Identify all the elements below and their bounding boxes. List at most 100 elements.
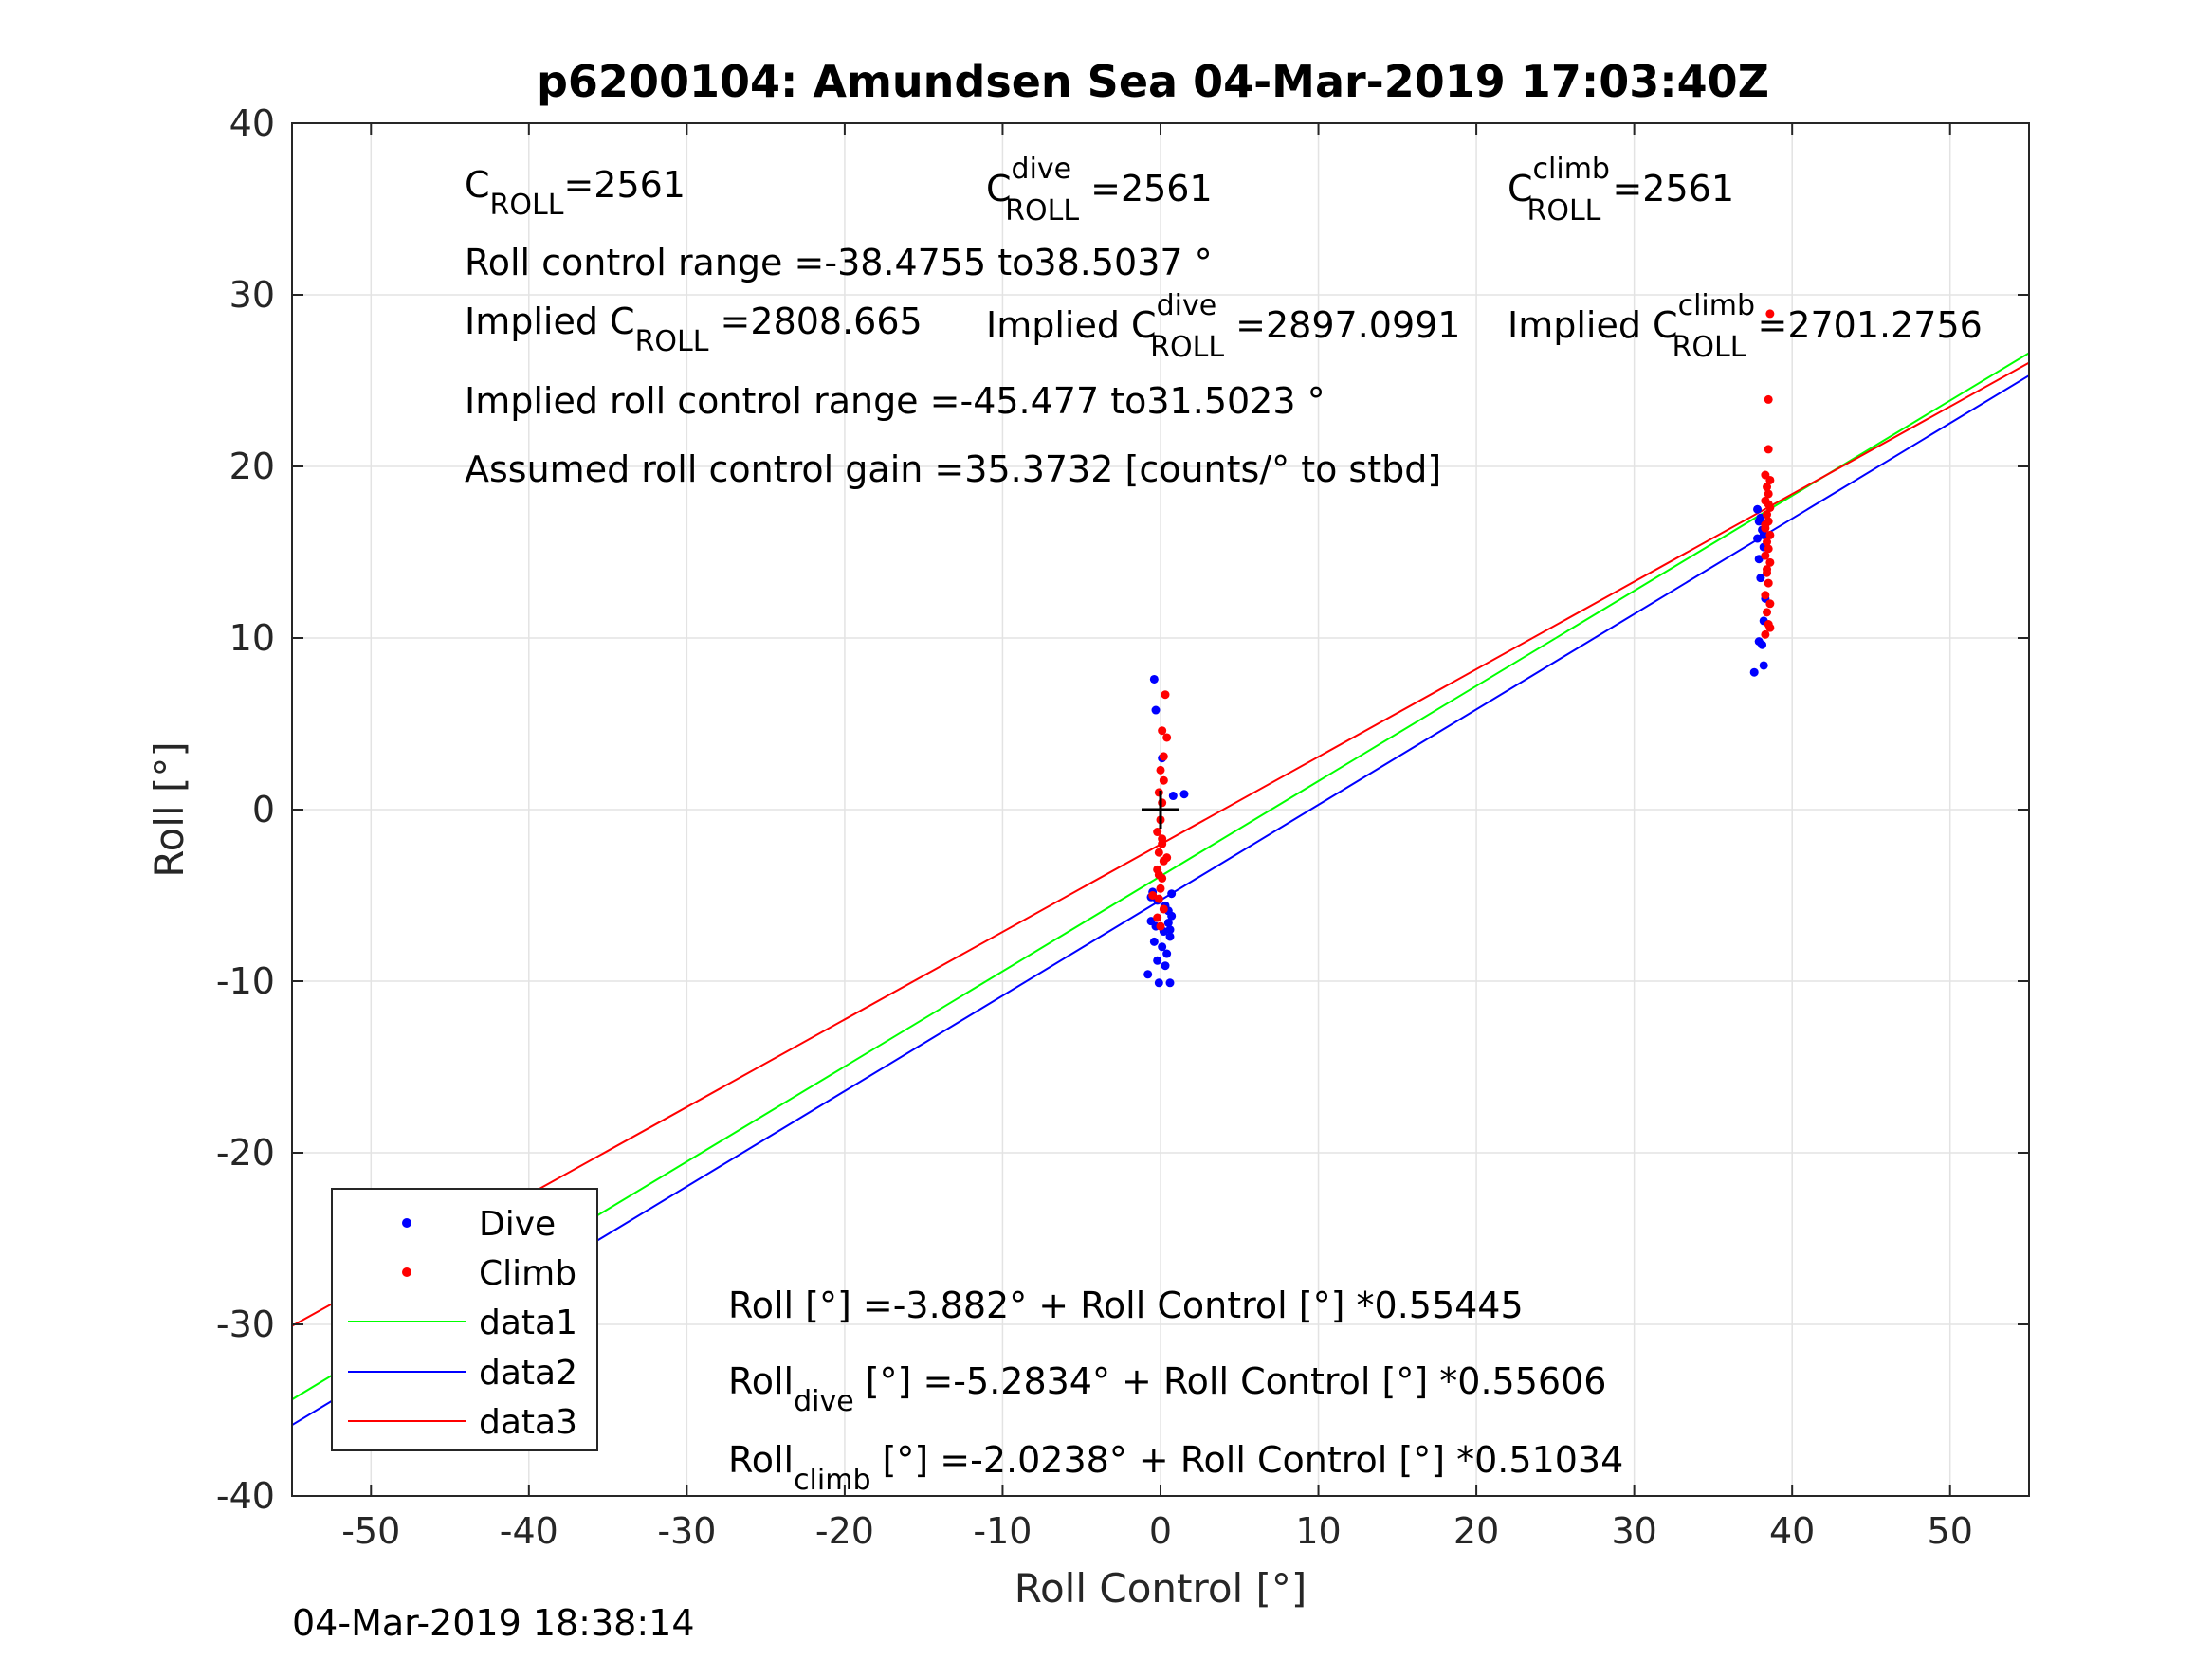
fit-dive-value: [°] =-5.2834° + Roll Control [°] *0.5560…	[854, 1360, 1607, 1402]
data-point	[1763, 568, 1772, 577]
data-point	[1163, 918, 1173, 927]
legend: Dive Climb data1 data2 data3	[331, 1188, 598, 1451]
x-axis-label: Roll Control [°]	[1015, 1565, 1307, 1612]
data-point	[1168, 792, 1178, 801]
implied-c-roll-dive: Implied Cdive ROLL =2897.0991	[986, 289, 1460, 364]
legend-label: data1	[479, 1304, 577, 1342]
c-roll-climb-value: =2561	[1600, 168, 1734, 210]
data-point	[1154, 848, 1163, 857]
data-point	[1159, 904, 1168, 914]
y-tick-label: 10	[229, 617, 275, 659]
fit-dive-sub: dive	[794, 1385, 854, 1418]
fit-climb-value: [°] =-2.0238° + Roll Control [°] *0.5103…	[871, 1439, 1624, 1481]
c-roll-climb-main: C	[1508, 168, 1533, 210]
data-point	[1143, 970, 1153, 979]
y-tick-label: 20	[229, 446, 275, 487]
data-point	[1162, 853, 1172, 863]
implied-c-roll-sub: ROLL	[635, 325, 709, 358]
implied-c-roll-dive-sup: dive	[1157, 289, 1217, 322]
data-point	[1765, 309, 1775, 319]
implied-c-roll-dive-sub: ROLL	[1150, 331, 1224, 364]
y-axis-label: Roll [°]	[146, 741, 192, 877]
data-point	[1153, 828, 1162, 837]
c-roll-climb: Cclimb ROLL =2561	[1508, 153, 1734, 228]
data-point	[1759, 661, 1768, 670]
data-point	[1753, 534, 1763, 543]
y-tick-label: 0	[252, 789, 275, 830]
c-roll-main: C	[465, 164, 490, 206]
data-point	[1759, 530, 1768, 539]
y-tick-label: 30	[229, 274, 275, 316]
data-point	[1763, 483, 1772, 492]
c-roll-dive-sup: dive	[1012, 153, 1072, 186]
data-point	[1761, 551, 1770, 560]
c-roll-climb-sub: ROLL	[1526, 194, 1600, 228]
c-roll-dive-sub: ROLL	[1005, 194, 1079, 228]
data-point	[1167, 889, 1177, 899]
roll-control-range: Roll control range =-38.4755 to38.5037 °	[465, 242, 1213, 283]
data-point	[1156, 884, 1165, 893]
data-point	[1158, 726, 1167, 736]
fit-dive-main: Roll	[728, 1360, 794, 1402]
data-point	[1158, 834, 1167, 844]
data-point	[1758, 640, 1767, 649]
data-point	[1765, 475, 1775, 484]
fit-climb-sub: climb	[794, 1464, 870, 1497]
implied-c-roll-climb-value: =2701.2756	[1746, 304, 1982, 346]
y-tick-label: 40	[229, 102, 275, 144]
implied-roll-control-range: Implied roll control range =-45.477 to31…	[465, 380, 1325, 422]
data-point	[1161, 690, 1170, 700]
c-roll: CROLL=2561	[465, 164, 686, 222]
legend-label: data3	[479, 1403, 577, 1442]
x-tick-label: -30	[657, 1510, 716, 1552]
data-point	[1756, 513, 1765, 522]
data-point	[1162, 949, 1172, 958]
data-point	[1162, 733, 1172, 742]
data-point	[1154, 870, 1163, 880]
x-tick-label: 40	[1769, 1510, 1815, 1552]
data-point	[1764, 544, 1773, 554]
data-point	[1179, 790, 1189, 799]
x-tick-label: 50	[1928, 1510, 1973, 1552]
implied-c-roll-climb: Implied Cclimb ROLL =2701.2756	[1508, 289, 1983, 364]
x-tick-label: 10	[1295, 1510, 1341, 1552]
legend-box	[331, 1188, 598, 1451]
x-tick-label: 0	[1149, 1510, 1172, 1552]
data-point	[1154, 978, 1163, 988]
data-point	[1764, 578, 1773, 588]
roll-control-gain: Assumed roll control gain =35.3732 [coun…	[465, 448, 1441, 490]
implied-c-roll-value: =2808.665	[708, 301, 922, 342]
legend-marker-dive	[402, 1218, 411, 1228]
implied-c-roll-climb-main: Implied C	[1508, 304, 1678, 346]
fit-climb-main: Roll	[728, 1439, 794, 1481]
data-point	[1749, 667, 1759, 677]
x-tick-label: -20	[815, 1510, 874, 1552]
data-point	[1151, 705, 1161, 715]
c-roll-sub: ROLL	[490, 189, 564, 222]
x-tick-label: 20	[1453, 1510, 1499, 1552]
data-point	[1161, 961, 1170, 971]
legend-label: data2	[479, 1354, 577, 1393]
x-tick-label: -40	[500, 1510, 558, 1552]
implied-c-roll-climb-sub: ROLL	[1673, 331, 1746, 364]
c-roll-dive: Cdive ROLL =2561	[986, 153, 1213, 228]
data-point	[1159, 775, 1168, 785]
data-point	[1167, 911, 1177, 921]
y-tick-label: -20	[216, 1132, 275, 1174]
data-point	[1156, 921, 1165, 931]
data-point	[1148, 891, 1158, 900]
data-point	[1153, 956, 1162, 965]
series-climb	[1148, 309, 1775, 931]
y-tick-label: -40	[216, 1475, 275, 1517]
data-point	[1765, 557, 1775, 567]
implied-c-roll-dive-value: =2897.0991	[1224, 304, 1460, 346]
legend-marker-climb	[402, 1267, 411, 1277]
c-roll-dive-main: C	[986, 168, 1012, 210]
data-point	[1165, 932, 1175, 941]
x-tick-label: -10	[973, 1510, 1032, 1552]
y-tick-label: -30	[216, 1304, 275, 1345]
x-tick-label: -50	[341, 1510, 400, 1552]
data-point	[1764, 394, 1773, 404]
fit-equation-climb: Rollclimb [°] =-2.0238° + Roll Control […	[728, 1439, 1623, 1497]
